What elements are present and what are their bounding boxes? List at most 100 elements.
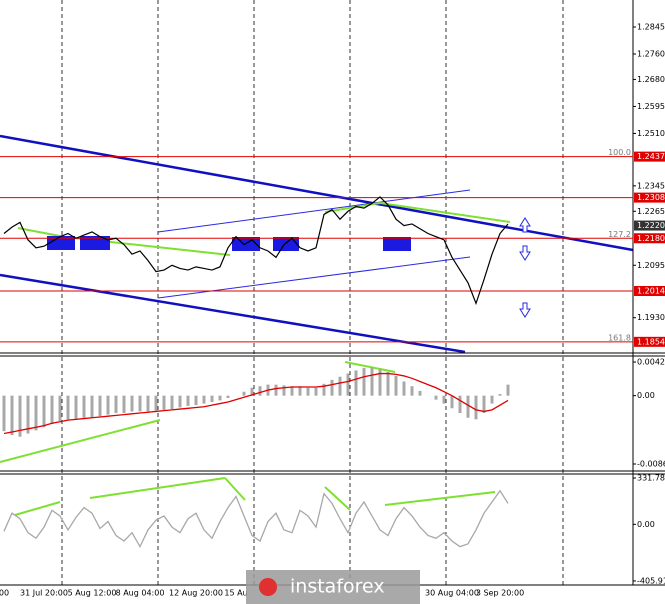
- x-tick-label: 5 Aug 12:00: [68, 589, 117, 598]
- histogram-bar: [282, 385, 286, 396]
- histogram-bar: [354, 370, 358, 396]
- histogram-bar: [370, 367, 374, 396]
- histogram-bar: [130, 395, 134, 412]
- x-tick-label: 15 Au: [224, 589, 247, 598]
- y-tick-label: 1.2680: [637, 75, 665, 84]
- x-tick-label: 8 Aug 04:00: [116, 589, 165, 598]
- histogram-bar: [122, 395, 126, 414]
- histogram-bar: [322, 383, 326, 396]
- level-label: 1.2437: [637, 152, 665, 161]
- histogram-bar: [162, 395, 166, 410]
- series-line: [3, 489, 509, 549]
- histogram-bar: [98, 395, 102, 417]
- histogram-bar: [170, 395, 174, 410]
- y-tick-label: 1.1930: [637, 313, 665, 322]
- histogram-bar: [314, 387, 318, 396]
- zones: [47, 236, 411, 251]
- histogram-bar: [290, 386, 294, 396]
- level-box: [634, 233, 665, 244]
- histogram-bar: [506, 384, 510, 396]
- histogram-bar: [106, 395, 110, 415]
- level-label: 1.2180: [637, 234, 665, 243]
- histogram-bar: [2, 395, 6, 432]
- y-tick-label: 0.00: [637, 391, 655, 400]
- frame: [0, 0, 665, 586]
- arrows: [519, 217, 531, 318]
- histogram-bar: [490, 395, 494, 404]
- y-tick-label: 1.2845: [637, 23, 665, 32]
- histogram-bar: [42, 395, 46, 428]
- level-label: 1.1854: [637, 337, 665, 346]
- histogram-bar: [402, 381, 406, 396]
- histogram-bar: [394, 375, 398, 396]
- histogram-bar: [202, 395, 206, 404]
- fib-label: 161.8: [608, 333, 631, 342]
- histogram-bar: [34, 395, 38, 431]
- histogram-bar: [26, 395, 30, 434]
- histogram-bar: [114, 395, 118, 414]
- histogram-bar: [74, 395, 78, 420]
- fib-label: 127.2: [608, 230, 631, 239]
- fib-label: 100.0: [608, 148, 631, 157]
- histogram-bar: [410, 386, 414, 396]
- y-tick-label: 0.00426: [637, 358, 665, 367]
- histogram-bar: [154, 395, 158, 411]
- histogram-bar: [458, 395, 462, 414]
- histogram-bar: [418, 390, 422, 396]
- y-tick-label: -405.918: [637, 576, 665, 585]
- level-box: [634, 286, 665, 297]
- histogram-bar: [378, 368, 382, 396]
- histogram-bar: [386, 371, 390, 396]
- x-tick-label: 31 Jul 20:00: [20, 589, 68, 598]
- watermark: instaforex: [290, 576, 385, 598]
- y-tick-label: 0.00: [637, 520, 655, 529]
- y-tick-label: 1.2265: [637, 207, 665, 216]
- histogram-bar: [306, 387, 310, 396]
- histogram-bar: [346, 373, 350, 396]
- histogram-bar: [298, 386, 302, 396]
- histogram-bar: [442, 395, 446, 404]
- y-tick-label: 1.2595: [637, 102, 665, 111]
- histogram-bar: [186, 395, 190, 406]
- histogram-bar: [58, 395, 62, 421]
- histogram-bar: [138, 395, 142, 412]
- histogram-bar: [362, 368, 366, 396]
- histogram-bar: [66, 395, 70, 420]
- histogram-bar: [146, 395, 150, 412]
- histogram-bar: [258, 386, 262, 396]
- series-line: [3, 372, 509, 435]
- histogram-bar: [482, 395, 486, 414]
- histogram-bar: [178, 395, 182, 408]
- histogram-bar: [50, 395, 54, 425]
- y-tick-label: 1.2345: [637, 181, 665, 190]
- histogram-bar: [498, 394, 502, 396]
- histogram-bar: [10, 395, 14, 436]
- histogram-bar: [474, 395, 478, 420]
- watermark-logo: [259, 578, 277, 596]
- last-price-label: 1.2220: [637, 221, 665, 230]
- histogram-bar: [434, 395, 438, 400]
- histogram-bar: [18, 395, 22, 437]
- y-tick-label: 1.2095: [637, 261, 665, 270]
- histogram-bar: [274, 384, 278, 396]
- x-tick-label: 00: [0, 589, 9, 598]
- histogram-bar: [466, 395, 470, 418]
- histogram-bar: [250, 387, 254, 396]
- y-tick-label: 1.2510: [637, 129, 665, 138]
- y-tick-label: 1.2760: [637, 50, 665, 59]
- y-tick-label: 331.7881: [637, 474, 665, 483]
- histogram-bar: [450, 395, 454, 409]
- histogram-bar: [226, 395, 230, 399]
- level-label: 1.2308: [637, 193, 665, 202]
- histogram-bar: [218, 395, 222, 401]
- histogram-bar: [90, 395, 94, 418]
- histogram-bar: [242, 391, 246, 396]
- x-tick-label: 12 Aug 20:00: [169, 589, 223, 598]
- histogram-bar: [338, 376, 342, 396]
- last-price-box: [634, 220, 665, 231]
- histogram-bar: [210, 395, 214, 402]
- level-box: [634, 151, 665, 162]
- x-tick-label: 3 Sep 20:00: [476, 589, 524, 598]
